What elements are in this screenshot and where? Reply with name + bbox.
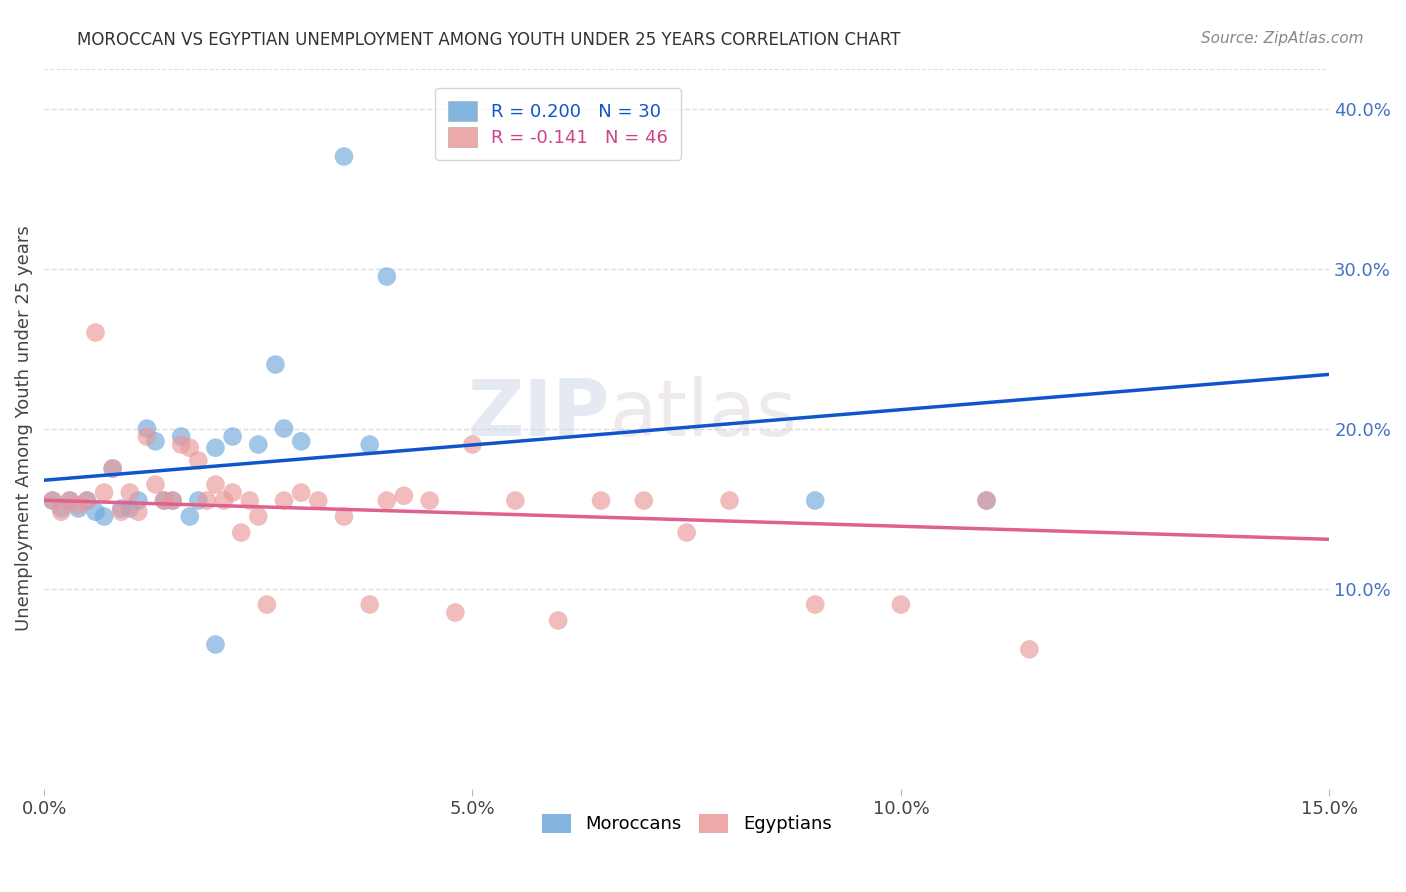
Point (162, 493, 184, 508)
Point (135, 429, 157, 443)
Point (547, 614, 569, 628)
Point (135, 421, 157, 435)
Point (110, 501, 132, 516)
Point (333, 149, 356, 163)
Point (67, 499, 90, 513)
Point (41, 493, 63, 508)
Text: MOROCCAN VS EGYPTIAN UNEMPLOYMENT AMONG YOUTH UNDER 25 YEARS CORRELATION CHART: MOROCCAN VS EGYPTIAN UNEMPLOYMENT AMONG … (77, 31, 901, 49)
Point (204, 441, 226, 455)
Point (51, 505, 73, 519)
Point (804, 598, 827, 612)
Point (153, 493, 176, 508)
Point (221, 429, 243, 443)
Point (976, 493, 998, 508)
Point (976, 493, 998, 508)
Point (118, 501, 141, 516)
Point (444, 606, 467, 620)
Point (76, 493, 98, 508)
Point (392, 489, 415, 503)
Point (59, 493, 82, 508)
Point (84, 505, 107, 519)
Point (145, 477, 167, 491)
Point (375, 269, 398, 284)
Point (264, 358, 287, 372)
Point (375, 493, 398, 508)
Point (162, 493, 184, 508)
Point (101, 461, 124, 475)
Point (718, 493, 741, 508)
Point (890, 598, 912, 612)
Text: ZIP: ZIP (467, 376, 610, 452)
Point (127, 493, 149, 508)
Point (187, 493, 209, 508)
Point (93, 509, 115, 524)
Point (589, 493, 612, 508)
Point (51, 501, 73, 516)
Y-axis label: Unemployment Among Youth under 25 years: Unemployment Among Youth under 25 years (15, 226, 32, 632)
Point (804, 493, 827, 508)
Point (84, 326, 107, 340)
Point (76, 493, 98, 508)
Point (179, 509, 201, 524)
Point (93, 485, 115, 500)
Point (239, 493, 262, 508)
Point (290, 434, 312, 449)
Point (127, 505, 149, 519)
Point (110, 505, 132, 519)
Point (204, 638, 226, 652)
Point (273, 493, 295, 508)
Point (41, 493, 63, 508)
Point (333, 509, 356, 524)
Point (59, 493, 82, 508)
Point (67, 501, 90, 516)
Point (145, 434, 167, 449)
Point (231, 525, 253, 540)
Point (461, 437, 484, 451)
Point (290, 485, 312, 500)
Point (221, 485, 243, 500)
Point (1018, 642, 1040, 657)
Point (118, 485, 141, 500)
Point (179, 441, 201, 455)
Point (204, 477, 226, 491)
Point (187, 453, 209, 467)
Point (273, 421, 295, 435)
Point (170, 429, 193, 443)
Text: Source: ZipAtlas.com: Source: ZipAtlas.com (1201, 31, 1364, 46)
Point (212, 493, 235, 508)
Point (153, 493, 176, 508)
Point (256, 598, 278, 612)
Point (505, 493, 527, 508)
Point (419, 493, 441, 508)
Point (247, 437, 270, 451)
Point (633, 493, 655, 508)
Point (170, 437, 193, 451)
Point (359, 437, 381, 451)
Point (101, 461, 124, 475)
Point (359, 598, 381, 612)
Text: atlas: atlas (610, 376, 797, 452)
Point (675, 525, 697, 540)
Legend: Moroccans, Egyptians: Moroccans, Egyptians (531, 803, 842, 845)
Point (247, 509, 270, 524)
Point (195, 493, 218, 508)
Point (307, 493, 329, 508)
